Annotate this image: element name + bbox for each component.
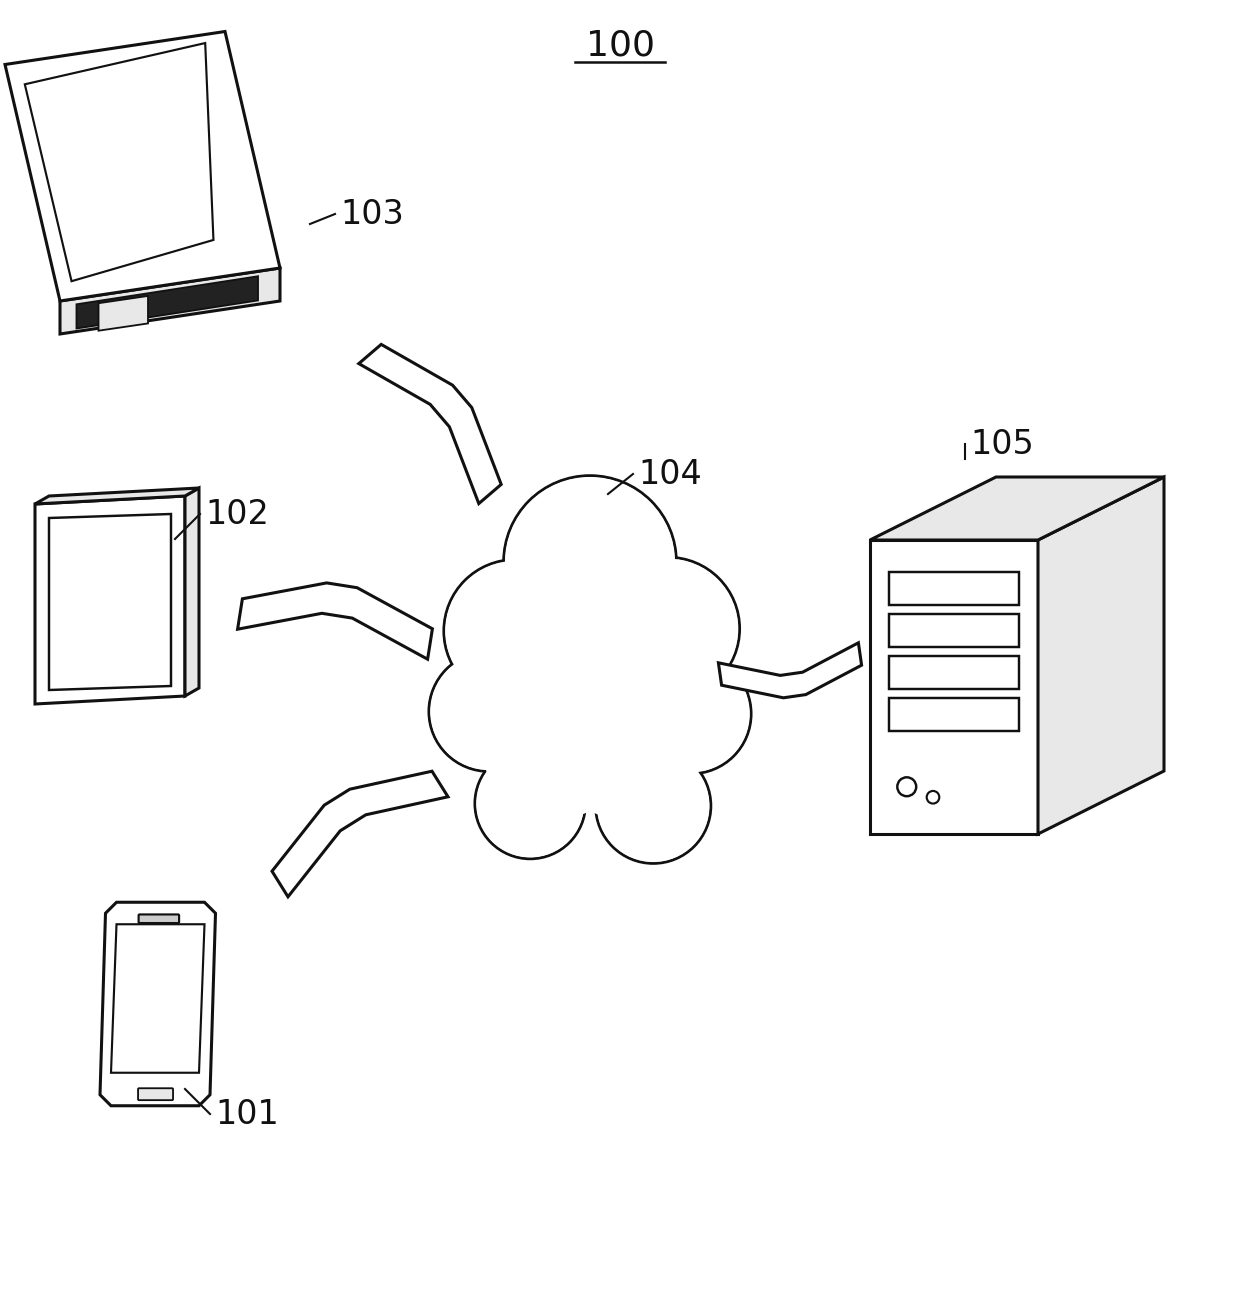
Circle shape — [482, 673, 629, 820]
Polygon shape — [98, 296, 148, 331]
Polygon shape — [60, 268, 280, 334]
Circle shape — [898, 778, 916, 796]
Circle shape — [475, 748, 585, 859]
Circle shape — [429, 652, 548, 771]
Polygon shape — [5, 32, 280, 301]
Polygon shape — [112, 924, 205, 1072]
Polygon shape — [870, 540, 1038, 834]
Text: 103: 103 — [340, 197, 404, 230]
Polygon shape — [1038, 477, 1164, 834]
Bar — [889, 656, 1019, 689]
Circle shape — [481, 671, 630, 821]
Circle shape — [503, 476, 676, 648]
Circle shape — [598, 558, 738, 699]
Circle shape — [445, 561, 585, 702]
Circle shape — [476, 749, 584, 858]
Text: 104: 104 — [639, 457, 702, 490]
Bar — [889, 698, 1019, 731]
Text: 102: 102 — [205, 498, 269, 531]
Circle shape — [631, 654, 751, 774]
Circle shape — [596, 557, 739, 700]
Circle shape — [487, 574, 692, 779]
Polygon shape — [35, 495, 185, 704]
Polygon shape — [272, 771, 448, 896]
Circle shape — [500, 506, 681, 687]
Polygon shape — [185, 487, 198, 696]
Polygon shape — [77, 276, 258, 328]
Circle shape — [596, 749, 709, 862]
Polygon shape — [25, 43, 213, 281]
Circle shape — [595, 748, 711, 863]
Circle shape — [632, 656, 750, 773]
Text: 100: 100 — [585, 29, 655, 63]
Circle shape — [486, 573, 693, 781]
Circle shape — [926, 791, 940, 804]
Polygon shape — [50, 514, 171, 690]
Circle shape — [430, 653, 547, 770]
Circle shape — [549, 671, 699, 821]
Text: 101: 101 — [215, 1097, 279, 1130]
Bar — [889, 572, 1019, 606]
Circle shape — [505, 477, 675, 646]
Polygon shape — [100, 903, 216, 1106]
FancyBboxPatch shape — [139, 915, 179, 922]
Polygon shape — [718, 643, 862, 698]
Polygon shape — [870, 477, 1164, 540]
Polygon shape — [35, 487, 198, 505]
Text: 105: 105 — [970, 427, 1034, 460]
FancyBboxPatch shape — [138, 1088, 174, 1100]
Circle shape — [498, 505, 682, 689]
Bar — [889, 614, 1019, 646]
Circle shape — [444, 560, 587, 702]
Circle shape — [551, 673, 698, 820]
Polygon shape — [358, 344, 501, 503]
Polygon shape — [238, 583, 433, 660]
